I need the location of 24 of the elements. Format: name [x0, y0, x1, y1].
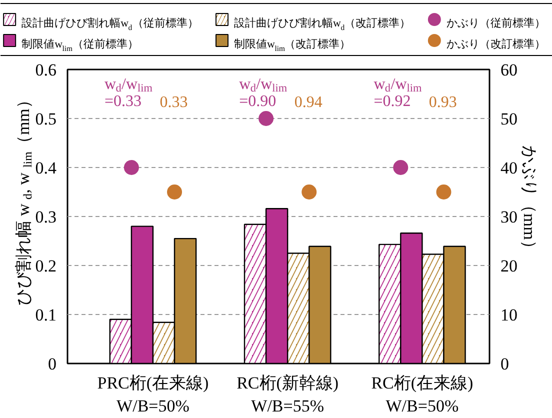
y2-tick-label: 30	[500, 208, 518, 226]
annotation: 0.33	[160, 94, 188, 111]
y2-tick-label: 40	[500, 158, 518, 178]
y-tick-label: 0.4	[35, 158, 57, 178]
x-tick-label: PRC桁(在来線) W/B=50%	[97, 374, 209, 416]
y2-tick-label: 60	[500, 60, 518, 80]
y-tick-label: 0.2	[35, 256, 56, 276]
y-tick-label: 0.6	[35, 60, 56, 80]
y-tick-label: 0.3	[35, 208, 56, 226]
legend-label: かぶり（改訂標準）	[446, 38, 546, 50]
y-tick-label: 0.5	[35, 110, 56, 128]
legend-label: かぶり（従前標準）	[446, 18, 546, 30]
annotation: 0.94	[294, 94, 322, 111]
y-tick-label: 0.1	[35, 306, 56, 324]
y2-tick-label: 0	[500, 354, 509, 374]
annotation: 0.93	[428, 94, 457, 111]
y2-tick-label: 10	[500, 306, 518, 324]
y2-tick-label: 20	[500, 256, 518, 276]
y-axis-title: ひび割れ幅 wd, wlim（mm）	[14, 92, 34, 306]
x-tick-label: RC桁(新幹線) W/B=55%	[236, 374, 339, 416]
x-tick-label: RC桁(在来線) W/B=50%	[371, 374, 474, 416]
y-tick-label: 0	[48, 354, 56, 374]
y2-axis-title: かぶり（mm）	[520, 145, 539, 257]
y2-tick-label: 50	[500, 110, 518, 128]
